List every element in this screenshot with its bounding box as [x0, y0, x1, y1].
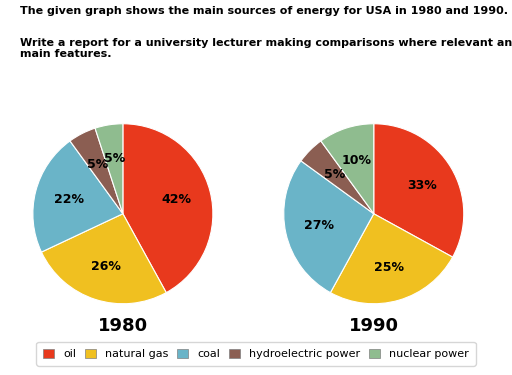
Text: 5%: 5%: [103, 152, 125, 165]
Text: 1990: 1990: [349, 317, 399, 335]
Text: 5%: 5%: [324, 168, 345, 181]
Text: 1980: 1980: [98, 317, 148, 335]
Text: 26%: 26%: [91, 260, 120, 273]
Text: Write a report for a university lecturer making comparisons where relevant and r: Write a report for a university lecturer…: [20, 38, 512, 59]
Wedge shape: [374, 124, 464, 257]
Text: 33%: 33%: [407, 179, 437, 192]
Text: 27%: 27%: [304, 219, 334, 232]
Wedge shape: [330, 214, 453, 304]
Wedge shape: [95, 124, 123, 214]
Wedge shape: [321, 124, 374, 214]
Text: 5%: 5%: [87, 158, 108, 171]
Wedge shape: [70, 128, 123, 214]
Text: 10%: 10%: [342, 154, 372, 167]
Text: 42%: 42%: [162, 194, 192, 206]
Wedge shape: [284, 161, 374, 292]
Wedge shape: [41, 214, 166, 304]
Wedge shape: [301, 141, 374, 214]
Legend: oil, natural gas, coal, hydroelectric power, nuclear power: oil, natural gas, coal, hydroelectric po…: [36, 342, 476, 366]
Wedge shape: [123, 124, 213, 292]
Wedge shape: [33, 141, 123, 252]
Text: The given graph shows the main sources of energy for USA in 1980 and 1990.: The given graph shows the main sources o…: [20, 6, 508, 16]
Text: 22%: 22%: [54, 194, 84, 206]
Text: 25%: 25%: [374, 261, 404, 274]
